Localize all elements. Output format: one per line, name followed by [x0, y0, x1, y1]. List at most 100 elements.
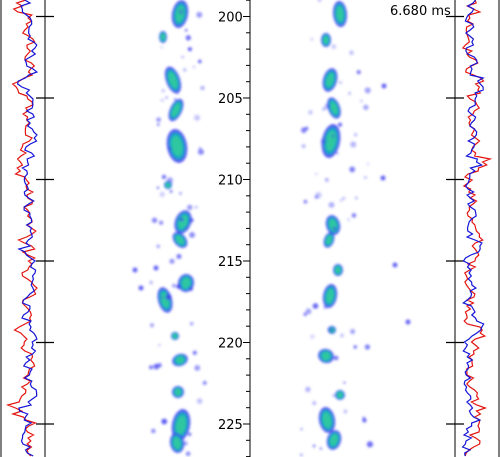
droplet	[405, 319, 411, 325]
droplet	[192, 65, 196, 69]
droplet	[192, 350, 197, 355]
droplet	[202, 380, 207, 386]
droplet	[161, 174, 167, 180]
jet-blob	[318, 348, 334, 364]
jet-blob	[321, 33, 331, 47]
jet-blob	[322, 284, 338, 308]
droplet	[176, 92, 179, 95]
droplet	[339, 198, 343, 202]
droplet	[187, 47, 192, 52]
droplet	[179, 192, 182, 195]
droplet	[157, 123, 160, 126]
droplet	[196, 398, 203, 404]
droplet	[312, 444, 316, 448]
droplet	[176, 253, 182, 259]
droplet	[168, 146, 172, 150]
droplet	[300, 127, 307, 134]
droplet	[148, 365, 154, 370]
droplet	[315, 191, 322, 199]
jet-blob	[168, 98, 184, 122]
droplet	[153, 265, 159, 271]
droplet	[351, 213, 357, 218]
axis-tick-label: 210	[218, 174, 243, 189]
jet-blob	[333, 264, 343, 276]
central-axis: 200 205 210 215 220 225	[218, 0, 251, 457]
jet-blob	[335, 390, 345, 400]
droplet	[185, 35, 191, 41]
droplet	[160, 46, 163, 49]
droplet	[327, 326, 334, 333]
droplet	[196, 11, 203, 18]
droplet	[336, 152, 339, 155]
droplet	[181, 55, 185, 59]
droplet	[392, 262, 398, 268]
droplet	[319, 447, 323, 450]
droplet	[312, 303, 319, 309]
droplet	[356, 70, 361, 75]
droplet	[310, 334, 315, 339]
droplet	[158, 220, 164, 225]
left-profile-strip	[0, 0, 54, 457]
jet-blob	[327, 97, 341, 119]
axis-tick-label: 215	[218, 255, 243, 270]
jet-blob	[166, 129, 188, 163]
right-profile-strip	[446, 0, 500, 457]
right-strip-ticks	[446, 15, 464, 425]
droplet	[200, 85, 205, 91]
droplet	[132, 267, 138, 273]
droplet	[343, 409, 348, 414]
droplet	[160, 98, 164, 102]
droplet	[187, 432, 192, 437]
jet-blob	[326, 430, 342, 450]
jet-blob	[171, 332, 179, 340]
droplet	[156, 186, 160, 190]
droplet	[299, 453, 303, 457]
droplet	[348, 92, 351, 95]
left-blue-profile	[16, 0, 39, 457]
jet-blob	[323, 232, 335, 248]
droplet	[169, 189, 173, 193]
droplet	[184, 226, 188, 229]
droplet	[331, 134, 335, 138]
droplet	[305, 308, 312, 315]
droplet	[169, 258, 175, 264]
droplet	[198, 59, 202, 64]
droplet	[355, 196, 358, 200]
droplet	[366, 441, 374, 448]
jet-blob	[172, 232, 188, 248]
droplet	[174, 98, 177, 101]
droplet	[190, 322, 194, 326]
droplet	[320, 138, 327, 145]
droplet	[301, 144, 306, 149]
droplet	[332, 226, 337, 231]
droplet	[340, 333, 344, 338]
droplet	[151, 428, 156, 434]
jet-blob	[322, 68, 338, 92]
droplet	[194, 364, 201, 371]
droplet	[150, 323, 154, 328]
axis-tick-label: 220	[218, 337, 243, 352]
droplet	[317, 0, 322, 2]
droplet	[197, 148, 204, 155]
droplet	[161, 89, 165, 93]
jet-blob	[172, 353, 188, 367]
droplet	[363, 104, 369, 111]
droplet	[303, 312, 307, 317]
droplet	[366, 162, 370, 166]
droplet	[322, 107, 326, 111]
droplet	[323, 305, 328, 309]
droplet	[349, 166, 356, 173]
droplet	[300, 427, 303, 431]
droplet	[184, 28, 188, 32]
droplet	[342, 197, 346, 200]
droplet	[188, 286, 194, 292]
droplet	[324, 103, 331, 110]
droplet	[182, 68, 187, 72]
droplet	[350, 329, 356, 335]
droplet	[156, 244, 160, 249]
time-readout: 6.680 ms	[390, 4, 451, 19]
right-jet-image	[299, 0, 374, 457]
droplet	[312, 401, 317, 406]
droplet	[185, 451, 191, 457]
